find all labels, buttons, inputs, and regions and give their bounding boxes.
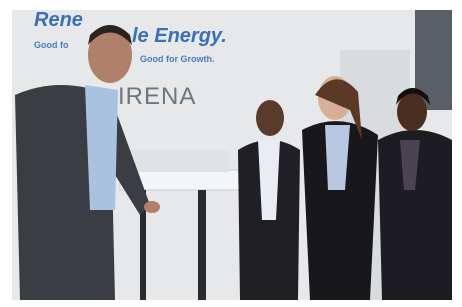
- person-shirt: [85, 85, 118, 210]
- person-hand: [144, 201, 160, 213]
- tagline: Good fo: [34, 40, 69, 50]
- model: [125, 150, 230, 172]
- tagline: Good for Growth.: [140, 54, 215, 64]
- person-face: [397, 93, 427, 131]
- person-face: [256, 100, 284, 136]
- photo: Rene le Energy. Good fo Good for Growth.…: [0, 0, 462, 307]
- logo: IRENA: [118, 83, 196, 110]
- headline: le Energy.: [132, 25, 227, 47]
- table-leg: [198, 190, 206, 300]
- headline: Rene: [34, 9, 83, 31]
